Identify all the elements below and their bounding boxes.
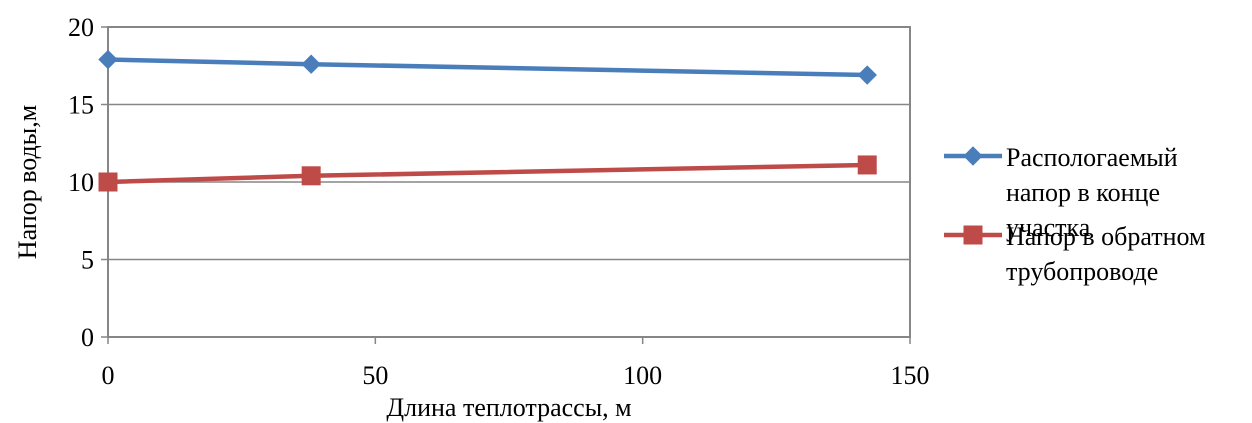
- data-point: [301, 54, 321, 74]
- y-tick-label: 5: [81, 246, 94, 275]
- legend-entry-2: Напор в обратном трубопроводе: [944, 222, 1206, 286]
- legend-label: Распологаемый: [1006, 143, 1178, 172]
- x-axis: 0 50 100 150: [102, 337, 930, 390]
- series-layer: [98, 49, 877, 192]
- data-point: [98, 49, 118, 70]
- y-tick-label: 10: [68, 168, 94, 197]
- y-tick-label: 20: [68, 13, 94, 42]
- legend-label: напор в конце: [1006, 178, 1160, 207]
- x-tick-label: 150: [891, 361, 930, 390]
- x-axis-title: Длина теплотрассы, м: [386, 393, 631, 422]
- y-axis: 0 5 10 15 20: [68, 13, 108, 352]
- legend-label: Напор в обратном: [1006, 222, 1206, 251]
- series-line: [107, 57, 868, 78]
- y-tick-label: 15: [68, 91, 94, 120]
- series-line: [107, 162, 868, 185]
- data-point: [301, 166, 321, 186]
- legend-label: трубопроводе: [1006, 257, 1158, 286]
- data-point: [98, 172, 118, 192]
- legend-marker: [963, 225, 983, 245]
- series-2: [98, 155, 877, 192]
- y-tick-label: 0: [81, 323, 94, 352]
- series-1: [98, 49, 877, 85]
- legend-label: участка: [1006, 213, 1091, 242]
- legend-entry-1: Распологаемый напор в конце участка: [944, 143, 1178, 242]
- data-point: [857, 65, 877, 85]
- y-axis-title: Напор воды,м: [13, 105, 42, 259]
- data-point: [857, 155, 877, 175]
- x-tick-label: 0: [102, 361, 115, 390]
- x-tick-label: 100: [623, 361, 662, 390]
- legend-marker: [963, 146, 983, 166]
- x-tick-label: 50: [362, 361, 388, 390]
